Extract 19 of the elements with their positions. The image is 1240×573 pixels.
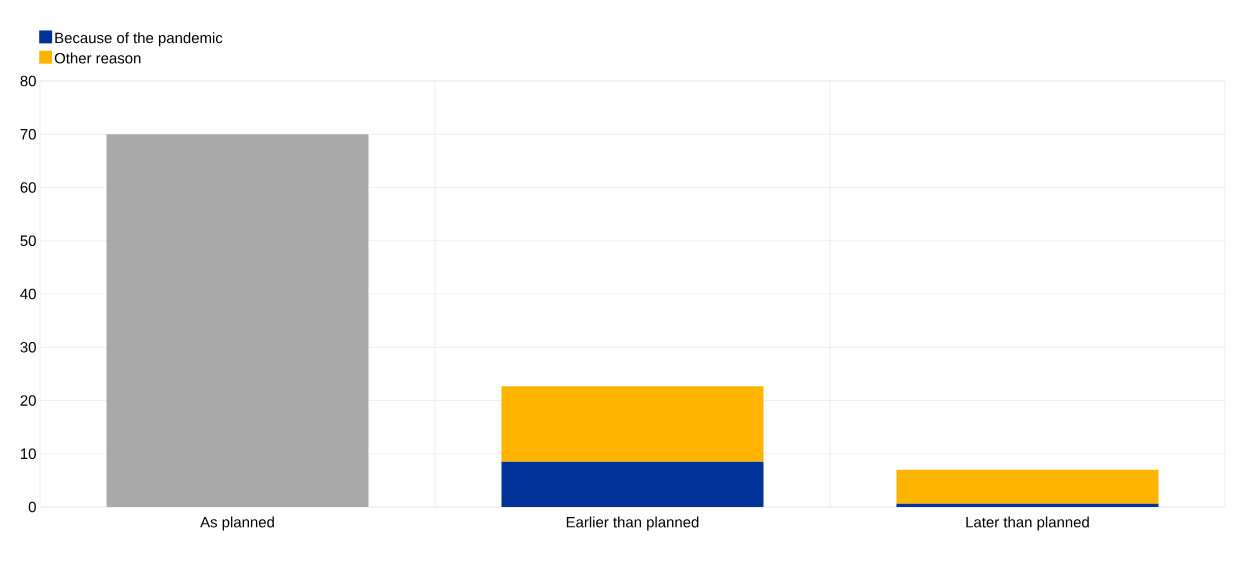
y-tick-label: 20	[20, 395, 36, 406]
y-tick-label: 10	[21, 448, 36, 460]
bar	[896, 469, 1159, 504]
x-tick-label: Later than planned	[966, 516, 1089, 531]
x-tick-label: Earlier than planned	[566, 516, 699, 531]
bar	[501, 461, 764, 507]
y-tick-label: 0	[28, 501, 36, 513]
y-tick-label: 70	[20, 128, 36, 140]
y-tick-label: 40	[20, 288, 36, 300]
y-tick-label: 60	[20, 182, 36, 193]
y-tick-label: 50	[20, 235, 36, 247]
legend-label: Other reason	[54, 52, 141, 64]
bar	[896, 503, 1159, 507]
bar	[106, 134, 369, 507]
y-tick-label: 80	[20, 75, 36, 87]
bar	[501, 386, 764, 462]
legend-label: Because of the pandemic	[55, 32, 223, 47]
y-tick-label: 30	[20, 341, 36, 353]
x-tick-label: As planned	[200, 516, 274, 531]
